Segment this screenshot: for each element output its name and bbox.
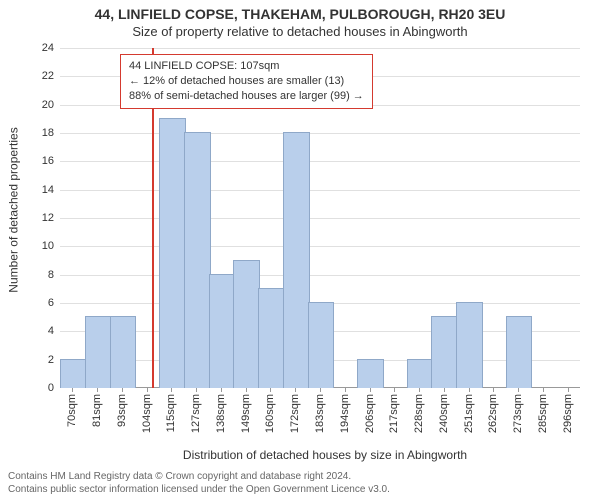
gridline [60, 246, 580, 247]
gridline [60, 133, 580, 134]
x-tick-label: 262sqm [487, 394, 499, 433]
gridline [60, 275, 580, 276]
x-tick [97, 388, 98, 392]
y-tick-label: 6 [48, 297, 54, 309]
x-tick [171, 388, 172, 392]
x-tick-label: 127sqm [190, 394, 202, 433]
x-tick [270, 388, 271, 392]
x-tick-label: 93sqm [116, 394, 128, 427]
x-tick-label: 273sqm [512, 394, 524, 433]
x-tick [394, 388, 395, 392]
x-tick-label: 228sqm [413, 394, 425, 433]
y-tick-label: 14 [42, 184, 54, 196]
histogram-bar [431, 316, 458, 388]
y-tick-label: 12 [42, 212, 54, 224]
x-tick [370, 388, 371, 392]
y-tick-label: 22 [42, 70, 54, 82]
y-tick-label: 20 [42, 99, 54, 111]
histogram-bar [184, 132, 211, 388]
gridline [60, 161, 580, 162]
footer-line-2: Contains public sector information licen… [8, 484, 592, 497]
x-tick [568, 388, 569, 392]
x-tick [469, 388, 470, 392]
x-tick [221, 388, 222, 392]
y-tick-label: 8 [48, 269, 54, 281]
x-tick [345, 388, 346, 392]
annotation-box: 44 LINFIELD COPSE: 107sqm← 12% of detach… [120, 54, 373, 109]
x-tick-label: 251sqm [463, 394, 475, 433]
title-address: 44, LINFIELD COPSE, THAKEHAM, PULBOROUGH… [0, 6, 600, 22]
histogram-bar [258, 288, 285, 388]
annotation-line: 88% of semi-detached houses are larger (… [129, 89, 364, 104]
x-tick-label: 194sqm [339, 394, 351, 433]
x-tick [493, 388, 494, 392]
x-tick [419, 388, 420, 392]
x-tick-label: 160sqm [264, 394, 276, 433]
x-tick-label: 172sqm [289, 394, 301, 433]
footer-line-1: Contains HM Land Registry data © Crown c… [8, 471, 592, 484]
y-tick-label: 2 [48, 354, 54, 366]
x-tick-label: 81sqm [91, 394, 103, 427]
y-tick-label: 4 [48, 325, 54, 337]
x-tick [295, 388, 296, 392]
x-tick [147, 388, 148, 392]
gridline [60, 218, 580, 219]
y-tick-label: 0 [48, 382, 54, 394]
y-axis-label: Number of detached properties [7, 127, 21, 292]
chart-plot-area: 02468101214161820222470sqm81sqm93sqm104s… [60, 48, 580, 388]
x-tick-label: 70sqm [66, 394, 78, 427]
histogram-bar [110, 316, 137, 388]
annotation-line: 44 LINFIELD COPSE: 107sqm [129, 59, 364, 74]
x-tick-label: 183sqm [314, 394, 326, 433]
x-tick-label: 217sqm [388, 394, 400, 433]
annotation-line: ← 12% of detached houses are smaller (13… [129, 74, 364, 89]
x-tick [196, 388, 197, 392]
histogram-bar [357, 359, 384, 388]
title-subtitle: Size of property relative to detached ho… [0, 24, 600, 39]
x-tick-label: 115sqm [165, 394, 177, 432]
x-tick-label: 296sqm [562, 394, 574, 433]
x-tick [246, 388, 247, 392]
histogram-bar [283, 132, 310, 388]
y-tick-label: 24 [42, 42, 54, 54]
histogram-bar [407, 359, 434, 388]
y-tick-label: 16 [42, 155, 54, 167]
x-tick-label: 149sqm [240, 394, 252, 433]
gridline [60, 48, 580, 49]
histogram-bar [209, 274, 236, 388]
histogram-bar [60, 359, 87, 388]
x-tick [122, 388, 123, 392]
histogram-bar [159, 118, 186, 388]
x-tick-label: 240sqm [438, 394, 450, 433]
histogram-bar [456, 302, 483, 388]
x-tick-label: 206sqm [364, 394, 376, 433]
histogram-bar [85, 316, 112, 388]
x-tick-label: 138sqm [215, 394, 227, 433]
gridline [60, 190, 580, 191]
x-tick [320, 388, 321, 392]
x-tick [72, 388, 73, 392]
histogram-bar [233, 260, 260, 389]
y-tick-label: 10 [42, 240, 54, 252]
histogram-bar [308, 302, 335, 388]
y-tick-label: 18 [42, 127, 54, 139]
x-tick-label: 104sqm [141, 394, 153, 433]
x-tick [543, 388, 544, 392]
x-axis-label: Distribution of detached houses by size … [60, 448, 590, 462]
x-tick-label: 285sqm [537, 394, 549, 433]
x-tick [444, 388, 445, 392]
x-tick [518, 388, 519, 392]
histogram-bar [506, 316, 533, 388]
y-axis-label-wrap: Number of detached properties [6, 0, 22, 420]
footer-attribution: Contains HM Land Registry data © Crown c… [8, 471, 592, 496]
